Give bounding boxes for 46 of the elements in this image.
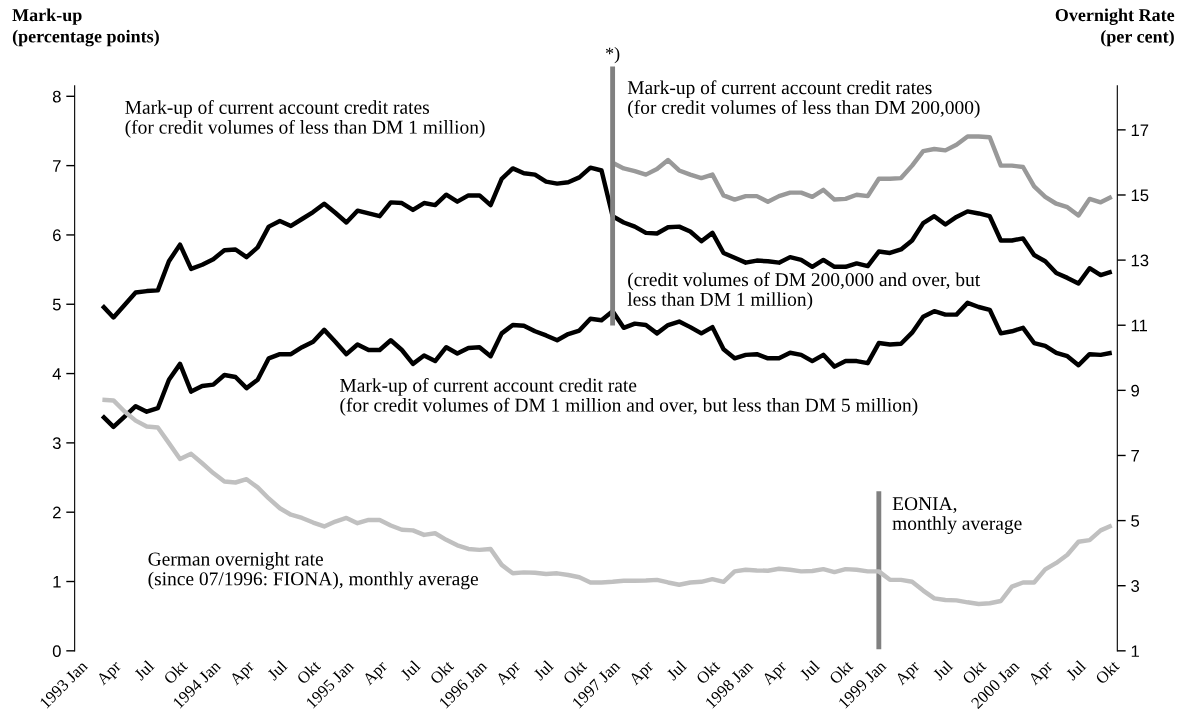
y-tick-label: 0 — [52, 645, 61, 658]
x-tick-label: Apr — [761, 659, 790, 689]
series-label: Mark-up of current account credit rate (for credit volumes of DM 1 million and over, but less than DM 5 million) — [340, 377, 918, 416]
x-tick-label: Jul — [532, 659, 555, 681]
x-tick-label: Jul — [665, 659, 688, 681]
x-tick-label: Jul — [798, 659, 821, 681]
y-tick-label: 5 — [52, 298, 61, 311]
x-tick-label: Jul — [399, 659, 422, 681]
x-tick-label: Apr — [494, 659, 524, 689]
y-tick-label: 3 — [52, 437, 61, 450]
y2-tick-label: 9 — [1131, 384, 1139, 397]
x-tick-label: Jul — [266, 659, 288, 681]
y-tick-label: 2 — [53, 506, 61, 519]
annotation: (credit volumes of DM 200,000 and over, but less than DM 1 million) — [627, 272, 981, 310]
y2-tick-label: 17 — [1131, 124, 1149, 136]
x-tick-label: Jul — [1064, 659, 1087, 681]
y2-axis-title: Overnight Rate (per cent) — [1055, 8, 1175, 47]
y2-tick-label: 13 — [1131, 254, 1149, 267]
x-tick-label: Apr — [361, 659, 391, 689]
x-tick-label: Apr — [894, 659, 923, 689]
x-tick-label: Apr — [228, 659, 258, 689]
y-tick-label: 6 — [53, 229, 61, 242]
y2-tick-label: 11 — [1131, 319, 1147, 332]
x-tick-label: Jul — [133, 659, 155, 681]
y2-tick-label: 5 — [1131, 515, 1140, 527]
x-tick-label: Jul — [931, 659, 954, 681]
x-tick-label: Apr — [628, 659, 657, 689]
y-tick-label: 4 — [52, 368, 61, 380]
y-axis-title: Mark-up (percentage points) — [12, 8, 159, 47]
x-tick-label: Okt — [1094, 659, 1120, 685]
x-tick-label: Apr — [95, 659, 125, 689]
y2-tick-label: 7 — [1131, 450, 1139, 462]
y-tick-label: 1 — [53, 576, 61, 588]
y-tick-label: 7 — [53, 160, 61, 172]
ref-line-label: *) — [605, 46, 620, 64]
line-series — [100, 165, 1114, 320]
series-label: Mark-up of current account credit rates (for credit volumes of less than DM 200,000) — [627, 80, 980, 118]
y2-tick-label: 3 — [1131, 580, 1140, 592]
series-label: German overnight rate (since 07/1996: FIONA), monthly average — [148, 551, 478, 590]
y2-tick-label: 15 — [1131, 189, 1149, 202]
y-tick-label: 8 — [52, 90, 61, 103]
line-series — [100, 397, 1114, 607]
text: Mark-up of current account credit rates (for credit volumes of less than DM 1 million) — [125, 100, 485, 138]
y2-tick-label: 1 — [1131, 645, 1139, 657]
x-tick-label: Apr — [1027, 659, 1056, 689]
ref-line-label: EONIA, monthly average — [892, 497, 1022, 534]
